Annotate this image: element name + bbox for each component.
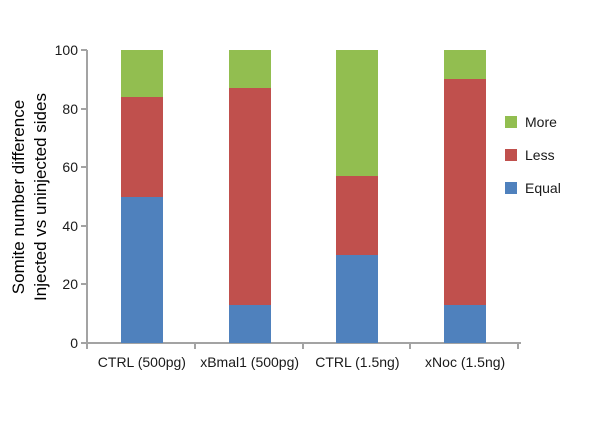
x-category-label: xBmal1 (500pg) (200, 354, 300, 370)
bar-segment-equal (228, 304, 271, 343)
legend-label: More (525, 114, 557, 130)
x-tick-mark (301, 343, 304, 349)
y-tick-label: 80 (62, 100, 78, 117)
legend-swatch-equal (505, 182, 517, 194)
y-tick-mark (81, 342, 87, 344)
bar-ctrl-500pg (120, 50, 163, 343)
y-tick-label: 40 (62, 217, 78, 234)
y-tick-mark (81, 166, 87, 169)
legend: More Less Equal (505, 115, 561, 214)
bar-segment-less (120, 96, 163, 197)
x-axis-line (86, 342, 521, 344)
y-tick-mark (81, 224, 87, 227)
y-tick-label: 20 (62, 276, 78, 293)
y-axis-line (86, 50, 88, 344)
y-tick-mark (81, 49, 87, 51)
bar-segment-more (228, 50, 271, 89)
legend-item-equal: Equal (505, 181, 561, 195)
y-tick-label: 60 (62, 159, 78, 176)
y-tick-label: 100 (54, 42, 78, 58)
bar-segment-less (336, 176, 379, 256)
bar-xbmal1-500pg (228, 50, 271, 343)
bar-segment-equal (336, 255, 379, 343)
x-category-label: CTRL (500pg) (97, 354, 186, 370)
legend-item-less: Less (505, 148, 561, 162)
y-axis-title: Somite number difference Injected vs uni… (8, 37, 52, 357)
bar-segment-less (228, 88, 271, 305)
y-axis-title-line1: Somite number difference (9, 99, 28, 295)
legend-label: Less (525, 147, 555, 163)
bar-segment-equal (120, 196, 163, 343)
legend-label: Equal (525, 180, 561, 196)
x-tick-mark (409, 343, 412, 349)
bar-segment-more (336, 50, 379, 176)
y-axis-title-line2: Injected vs uninjected sides (31, 93, 50, 301)
legend-swatch-more (505, 116, 517, 128)
bar-segment-less (444, 79, 487, 305)
legend-swatch-less (505, 149, 517, 161)
y-tick-label: 0 (70, 335, 78, 351)
bar-segment-more (120, 50, 163, 97)
x-tick-mark (193, 343, 196, 349)
x-category-label: CTRL (1.5ng) (315, 354, 400, 370)
bar-ctrl-1-5ng (336, 50, 379, 343)
x-category-label: xNoc (1.5ng) (425, 354, 506, 370)
y-tick-mark (81, 283, 87, 286)
bar-segment-equal (444, 304, 487, 343)
y-tick-mark (81, 107, 87, 110)
x-tick-mark (86, 343, 88, 349)
bar-segment-more (444, 50, 487, 80)
legend-item-more: More (505, 115, 561, 129)
x-tick-mark (517, 343, 519, 349)
bar-xnoc-1-5ng (444, 50, 487, 343)
